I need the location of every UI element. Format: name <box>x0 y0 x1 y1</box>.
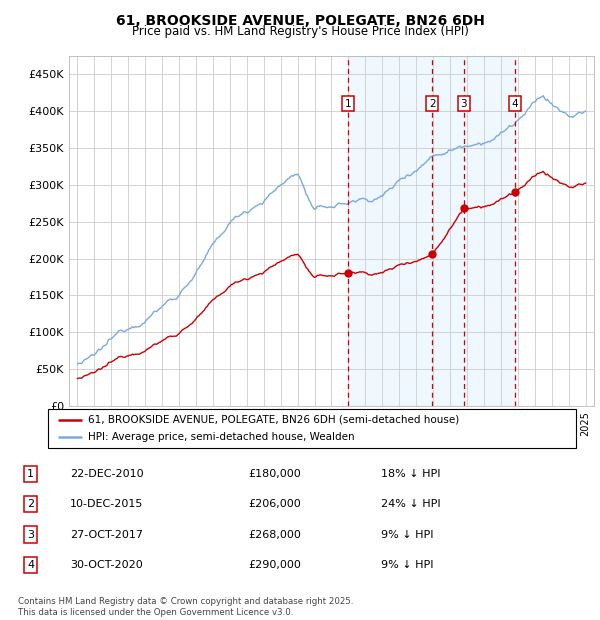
Text: 61, BROOKSIDE AVENUE, POLEGATE, BN26 6DH (semi-detached house): 61, BROOKSIDE AVENUE, POLEGATE, BN26 6DH… <box>88 415 459 425</box>
Text: 2: 2 <box>429 99 436 108</box>
Text: 27-OCT-2017: 27-OCT-2017 <box>70 529 143 539</box>
Text: 61, BROOKSIDE AVENUE, POLEGATE, BN26 6DH: 61, BROOKSIDE AVENUE, POLEGATE, BN26 6DH <box>116 14 484 28</box>
Bar <box>348 56 515 406</box>
Text: 1: 1 <box>344 99 351 108</box>
Text: HPI: Average price, semi-detached house, Wealden: HPI: Average price, semi-detached house,… <box>88 432 354 442</box>
Text: 30-OCT-2020: 30-OCT-2020 <box>70 560 143 570</box>
Text: £290,000: £290,000 <box>248 560 301 570</box>
Text: 10-DEC-2015: 10-DEC-2015 <box>70 499 143 509</box>
Text: £206,000: £206,000 <box>248 499 301 509</box>
Text: 2: 2 <box>27 499 34 509</box>
Text: £268,000: £268,000 <box>248 529 301 539</box>
Text: 18% ↓ HPI: 18% ↓ HPI <box>381 469 440 479</box>
Text: 3: 3 <box>27 529 34 539</box>
Text: 9% ↓ HPI: 9% ↓ HPI <box>381 560 433 570</box>
FancyBboxPatch shape <box>48 409 576 448</box>
Text: 24% ↓ HPI: 24% ↓ HPI <box>381 499 440 509</box>
Text: 1: 1 <box>27 469 34 479</box>
Text: 22-DEC-2010: 22-DEC-2010 <box>70 469 143 479</box>
Text: 4: 4 <box>27 560 34 570</box>
Text: Price paid vs. HM Land Registry's House Price Index (HPI): Price paid vs. HM Land Registry's House … <box>131 25 469 38</box>
Text: 3: 3 <box>461 99 467 108</box>
Text: £180,000: £180,000 <box>248 469 301 479</box>
Text: 9% ↓ HPI: 9% ↓ HPI <box>381 529 433 539</box>
Text: 4: 4 <box>512 99 518 108</box>
Text: Contains HM Land Registry data © Crown copyright and database right 2025.
This d: Contains HM Land Registry data © Crown c… <box>18 598 353 617</box>
